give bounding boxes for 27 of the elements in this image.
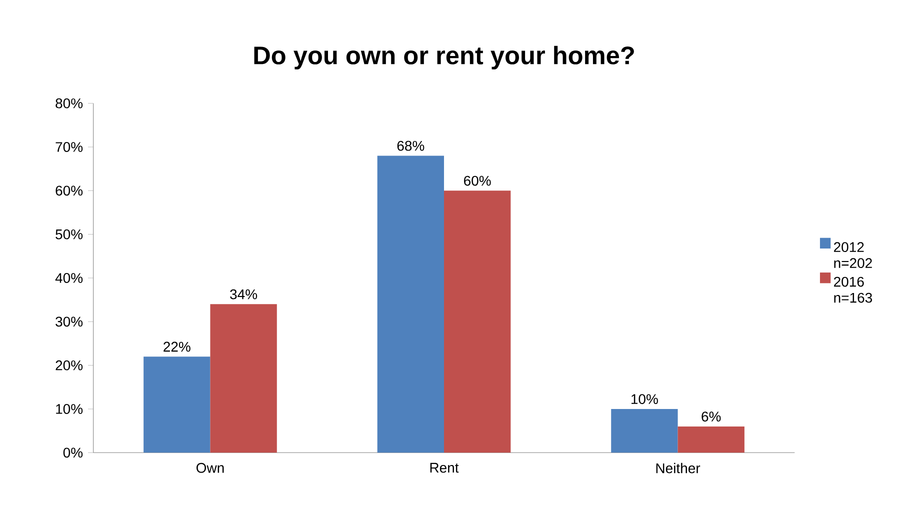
legend-label: 2016 n=163 <box>834 276 872 303</box>
y-tick-label: 0% <box>63 448 83 458</box>
bar <box>611 408 678 453</box>
data-label: 22% <box>164 342 190 352</box>
x-tick-label: Rent <box>430 462 459 473</box>
y-tick-label: 30% <box>56 316 83 327</box>
y-tick-label: 10% <box>56 404 83 414</box>
bar <box>377 156 444 453</box>
y-tick-label: 40% <box>55 273 83 283</box>
data-label: 68% <box>397 140 424 151</box>
x-tick-label: Neither <box>656 462 700 474</box>
bar <box>144 356 210 453</box>
data-label: 10% <box>632 394 658 404</box>
bar <box>678 426 744 453</box>
bar <box>210 304 277 453</box>
y-tick-label: 80% <box>56 98 83 108</box>
x-tick-label: Own <box>196 462 224 473</box>
y-tick-label: 50% <box>56 229 83 240</box>
chart-title: Do you own or rent your home? <box>254 46 634 70</box>
bar <box>444 190 511 453</box>
data-label: 6% <box>702 412 721 422</box>
data-label: 34% <box>230 289 258 300</box>
y-tick-label: 20% <box>56 360 83 370</box>
data-label: 60% <box>464 176 491 186</box>
y-tick-label: 60% <box>56 186 83 196</box>
legend-label: 2012 n=202 <box>834 242 872 268</box>
y-tick-label: 70% <box>56 142 83 152</box>
